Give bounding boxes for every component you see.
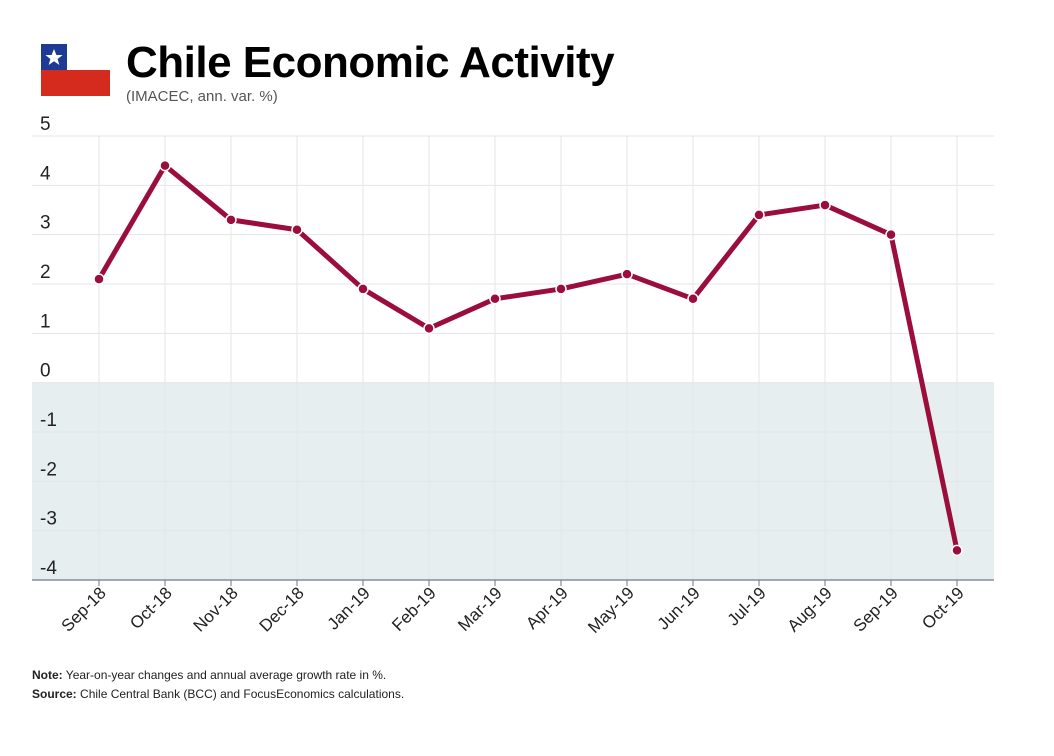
- x-tick-label: Aug-19: [784, 583, 836, 635]
- x-tick-label: Dec-18: [256, 583, 308, 635]
- x-tick-label: Jul-19: [724, 583, 770, 629]
- x-tick-label: Sep-18: [58, 583, 110, 635]
- data-point: [885, 228, 897, 241]
- y-tick-label: 4: [40, 163, 51, 184]
- x-tick-label: Oct-19: [918, 583, 968, 633]
- chile-flag-icon: [41, 44, 110, 96]
- note-text: Year-on-year changes and annual average …: [65, 668, 387, 682]
- x-tick-label: Jun-19: [654, 583, 704, 633]
- source-line: Source: Chile Central Bank (BCC) and Foc…: [32, 685, 404, 704]
- x-tick-label: Sep-19: [850, 583, 902, 635]
- data-point: [951, 544, 963, 557]
- data-point: [93, 273, 105, 285]
- data-point: [159, 159, 171, 172]
- y-tick-label: 0: [40, 361, 51, 382]
- grid-layer: [32, 135, 994, 581]
- x-tick-label: Jan-19: [324, 583, 374, 633]
- data-point: [225, 214, 237, 226]
- y-tick-label: 5: [40, 114, 51, 135]
- x-tick-label: Apr-19: [522, 583, 572, 633]
- y-tick-label: -3: [40, 509, 57, 530]
- data-point: [819, 199, 831, 211]
- y-tick-label: 3: [40, 213, 51, 234]
- x-tick-label: Mar-19: [454, 583, 506, 635]
- note-label: Note:: [32, 668, 63, 682]
- x-tick-label: May-19: [584, 583, 638, 637]
- series-layer: [93, 159, 963, 557]
- y-tick-label: 1: [40, 311, 51, 332]
- star-icon: [45, 49, 63, 65]
- flag-red-stripe: [41, 70, 110, 96]
- data-point: [291, 223, 303, 236]
- x-tick-label: Feb-19: [388, 583, 440, 635]
- data-point: [753, 209, 765, 221]
- data-point: [489, 293, 501, 305]
- data-point: [621, 268, 633, 280]
- data-point: [687, 293, 699, 305]
- y-tick-label: -2: [40, 459, 57, 480]
- footer-notes: Note: Year-on-year changes and annual av…: [32, 666, 404, 704]
- note-line: Note: Year-on-year changes and annual av…: [32, 666, 404, 685]
- data-point: [555, 283, 567, 295]
- source-text: Chile Central Bank (BCC) and FocusEconom…: [80, 687, 405, 701]
- source-label: Source:: [32, 687, 77, 701]
- data-point: [357, 283, 369, 295]
- x-tick-label: Oct-18: [126, 583, 176, 633]
- y-tick-label: 2: [40, 262, 51, 283]
- chart-title: Chile Economic Activity: [126, 38, 615, 87]
- y-tick-label: -1: [40, 410, 57, 431]
- x-tick-label: Nov-18: [190, 583, 242, 635]
- series-line: [96, 163, 960, 553]
- y-tick-label: -4: [40, 558, 57, 579]
- chart-subtitle: (IMACEC, ann. var. %): [126, 88, 278, 105]
- data-point: [423, 322, 435, 335]
